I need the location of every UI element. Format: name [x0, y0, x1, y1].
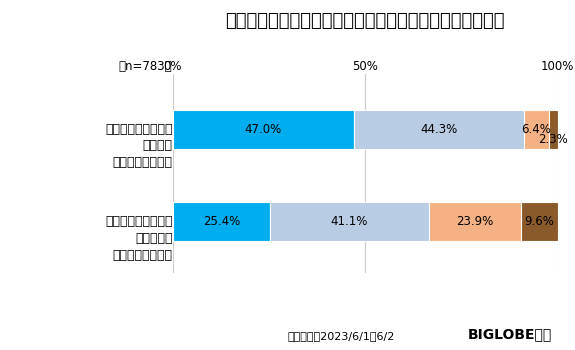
Bar	[354, 110, 524, 149]
Text: 100%: 100%	[541, 61, 574, 74]
Text: 収入を増やすことを: 収入を増やすことを	[105, 216, 172, 229]
Text: 考えている: 考えている	[135, 232, 172, 245]
Text: 6.4%: 6.4%	[522, 122, 551, 136]
Text: 2.3%: 2.3%	[538, 133, 568, 146]
Text: 44.3%: 44.3%	[420, 122, 458, 136]
Bar	[524, 110, 549, 149]
Text: えている: えている	[143, 139, 172, 152]
Text: （節約している）: （節約している）	[113, 156, 172, 169]
Text: 調査期間：2023/6/1～6/2: 調査期間：2023/6/1～6/2	[288, 331, 395, 341]
Text: 9.6%: 9.6%	[524, 216, 554, 229]
Text: 50%: 50%	[352, 61, 378, 74]
Text: 0%: 0%	[163, 61, 182, 74]
Text: 25.4%: 25.4%	[203, 216, 240, 229]
Text: 23.9%: 23.9%	[456, 216, 493, 229]
Bar	[172, 203, 270, 241]
Text: 節約をすることを考: 節約をすることを考	[105, 122, 172, 136]
Bar	[172, 110, 354, 149]
Text: BIGLOBE調べ: BIGLOBE調べ	[467, 327, 552, 341]
Bar	[429, 203, 521, 241]
Text: 47.0%: 47.0%	[244, 122, 282, 136]
Bar	[270, 203, 429, 241]
Bar	[521, 203, 558, 241]
Text: （n=783）: （n=783）	[119, 61, 172, 74]
Text: 昨今の物価上昇にともない対策を考えている（している）: 昨今の物価上昇にともない対策を考えている（している）	[225, 12, 505, 30]
Bar	[549, 110, 558, 149]
Text: 41.1%: 41.1%	[331, 216, 368, 229]
Text: （増やしている）: （増やしている）	[113, 249, 172, 262]
